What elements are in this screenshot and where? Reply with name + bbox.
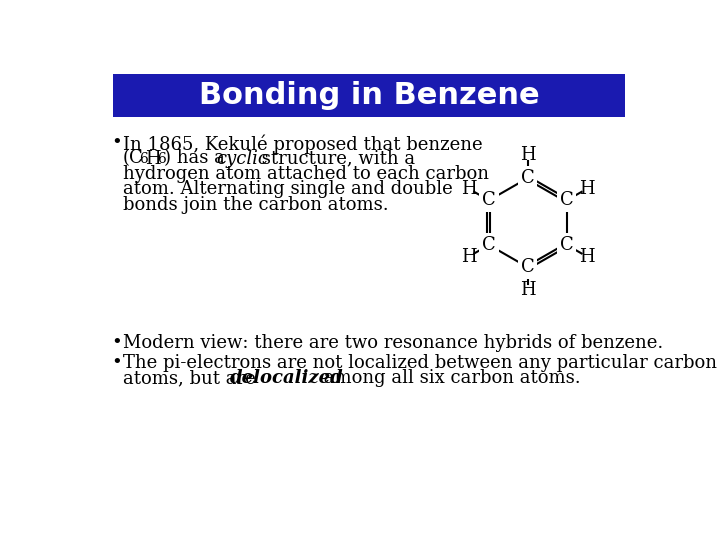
Text: cyclic: cyclic — [216, 150, 268, 167]
Text: 6: 6 — [139, 152, 148, 166]
Text: (C: (C — [122, 150, 143, 167]
Text: 6: 6 — [158, 152, 166, 166]
Text: H: H — [579, 180, 595, 198]
Text: structure, with a: structure, with a — [256, 150, 415, 167]
Text: hydrogen atom attached to each carbon: hydrogen atom attached to each carbon — [122, 165, 489, 183]
Text: among all six carbon atoms.: among all six carbon atoms. — [318, 369, 580, 387]
Text: C: C — [482, 236, 496, 254]
Text: H: H — [461, 247, 477, 266]
FancyBboxPatch shape — [113, 74, 625, 117]
Text: delocalized: delocalized — [230, 369, 343, 387]
Text: H: H — [520, 146, 536, 164]
Text: Modern view: there are two resonance hybrids of benzene.: Modern view: there are two resonance hyb… — [122, 334, 663, 352]
Text: H: H — [579, 247, 595, 266]
Text: ) has a: ) has a — [164, 150, 231, 167]
Text: C: C — [482, 191, 496, 210]
Text: H: H — [461, 180, 477, 198]
Text: C: C — [560, 191, 574, 210]
Text: •: • — [112, 334, 122, 352]
Text: In 1865, Kekulé proposed that benzene: In 1865, Kekulé proposed that benzene — [122, 134, 482, 153]
Text: bonds join the carbon atoms.: bonds join the carbon atoms. — [122, 195, 388, 214]
Text: •: • — [112, 134, 122, 152]
Text: C: C — [521, 258, 535, 276]
Text: atom. Alternating single and double: atom. Alternating single and double — [122, 180, 452, 198]
Text: atoms, but are: atoms, but are — [122, 369, 261, 387]
Text: •: • — [112, 354, 122, 372]
Text: H: H — [145, 150, 161, 167]
Text: C: C — [521, 169, 535, 187]
Text: Bonding in Benzene: Bonding in Benzene — [199, 81, 539, 110]
Text: H: H — [520, 281, 536, 299]
Text: The pi-electrons are not localized between any particular carbon: The pi-electrons are not localized betwe… — [122, 354, 716, 372]
Text: C: C — [560, 236, 574, 254]
